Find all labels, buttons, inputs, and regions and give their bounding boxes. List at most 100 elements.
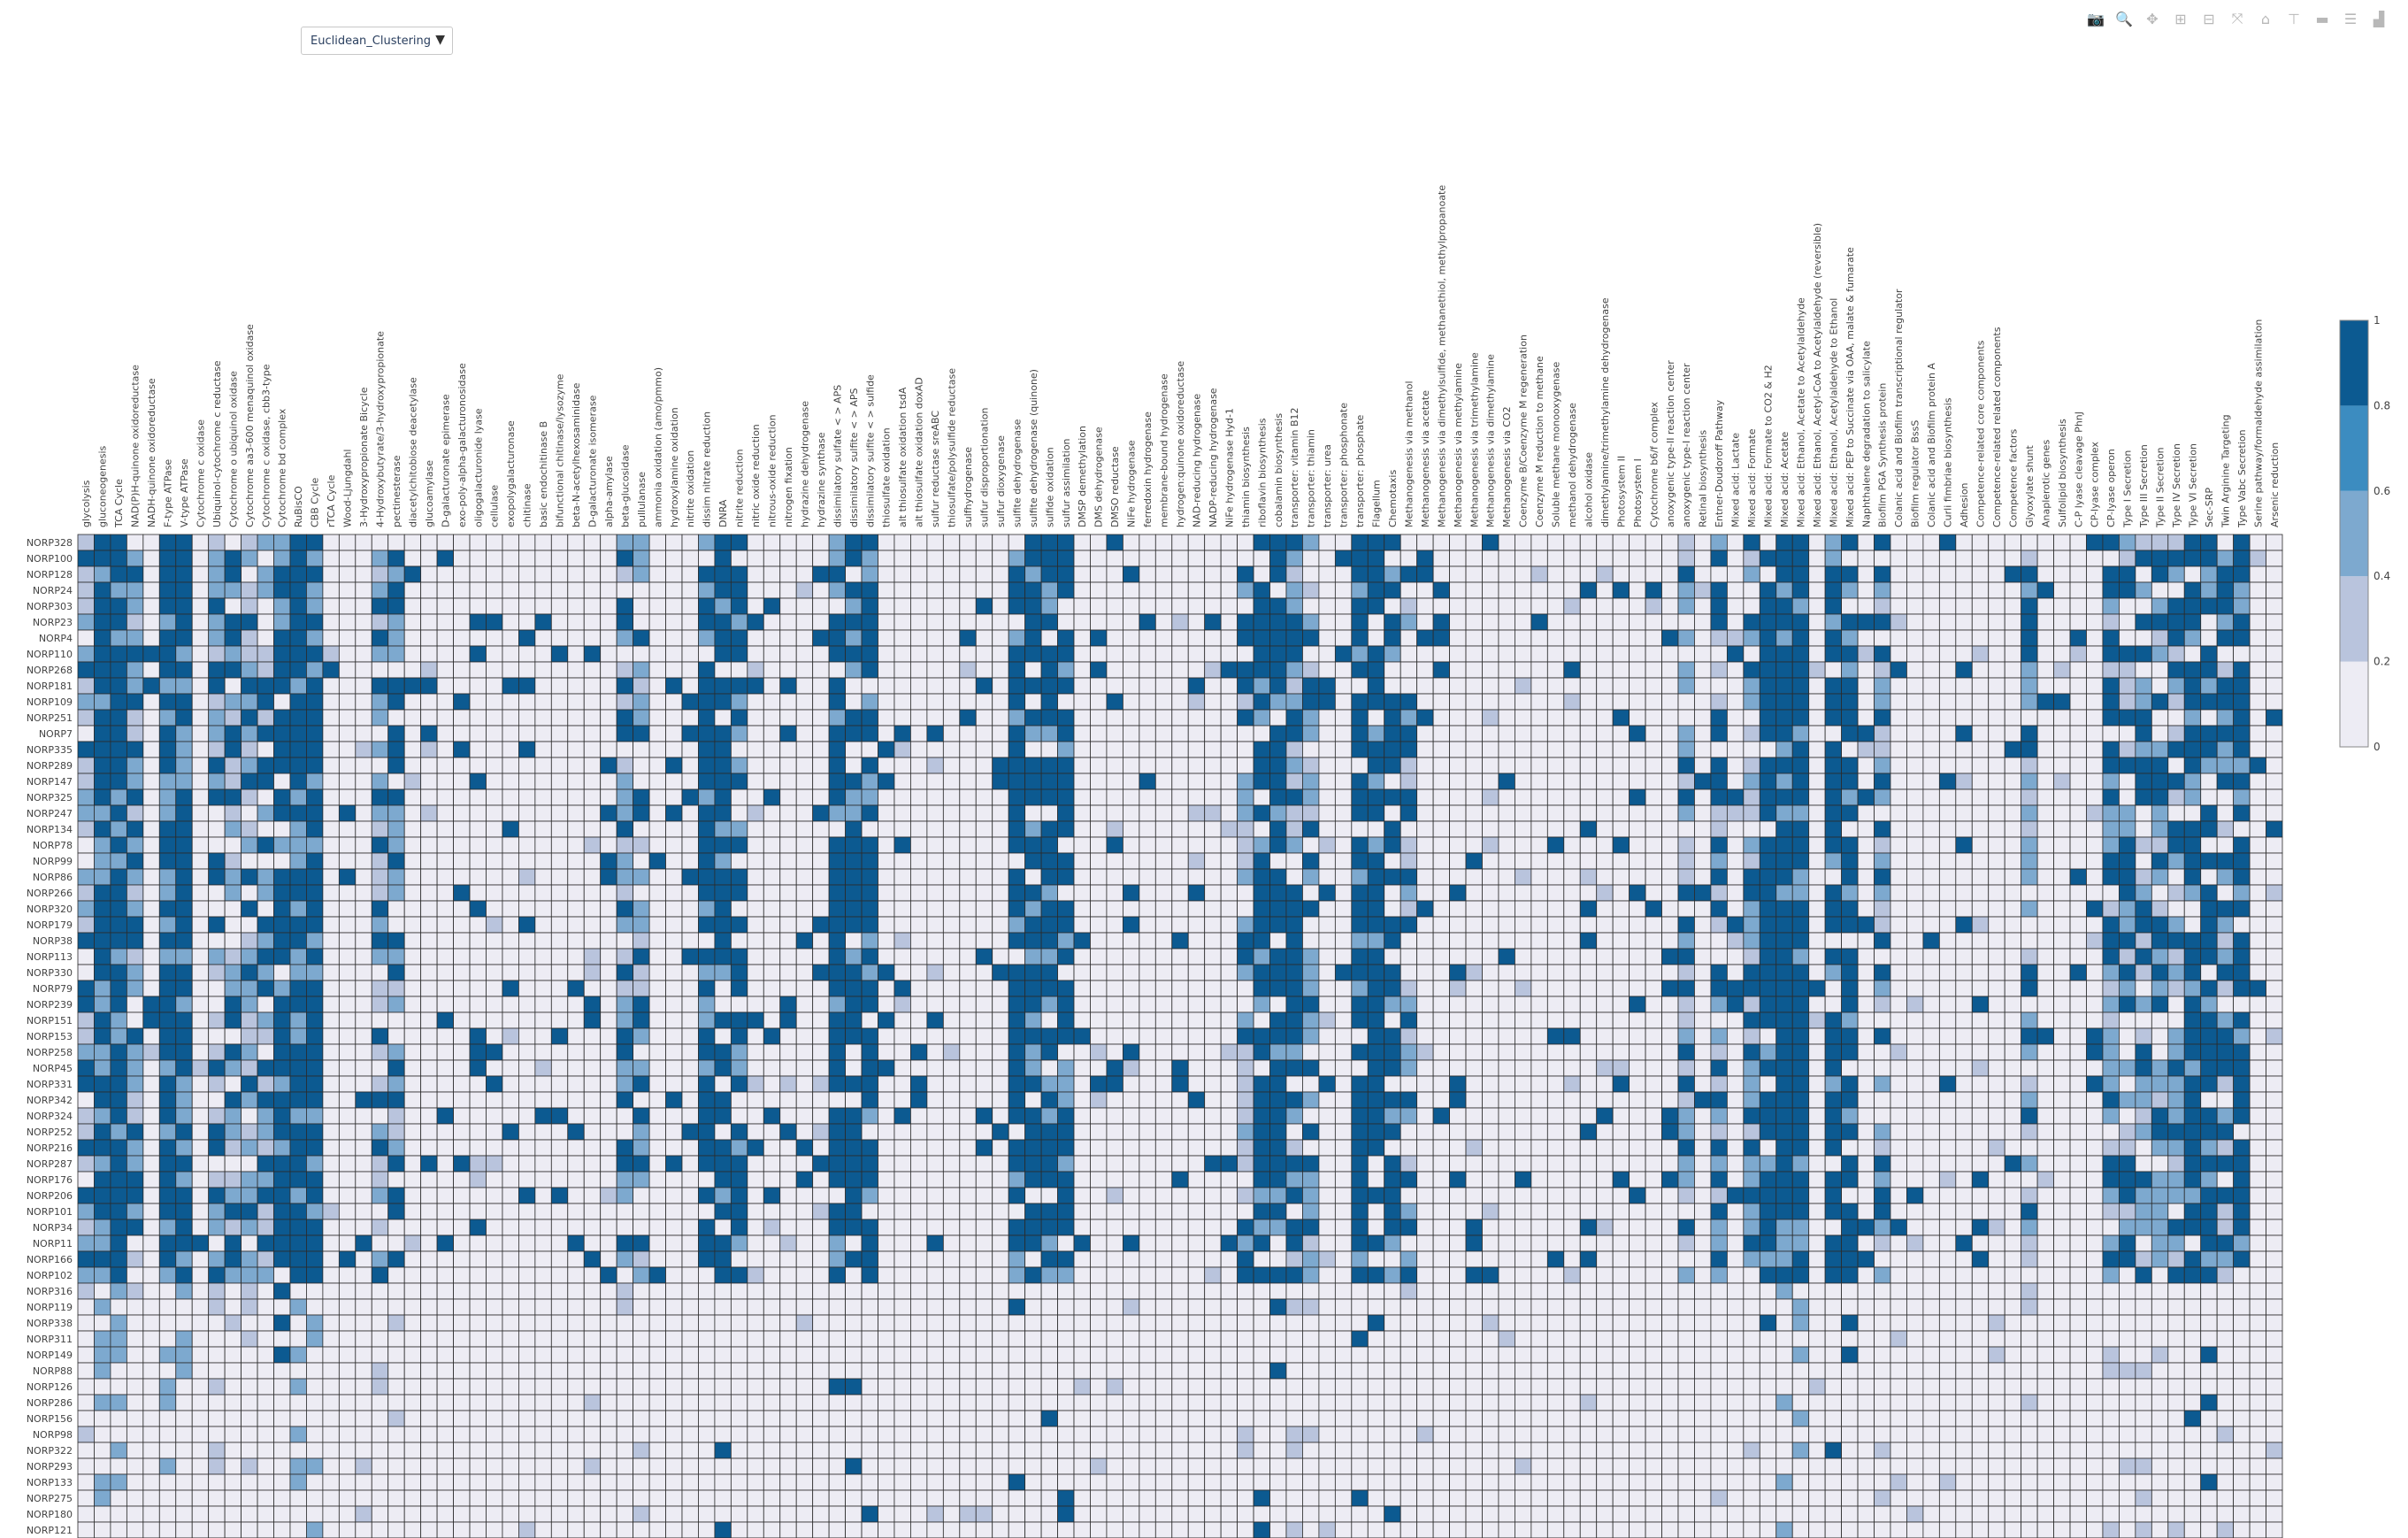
hover-closest-icon[interactable]: ▬ xyxy=(2315,10,2329,27)
heatmap-cell xyxy=(910,836,928,854)
heatmap-cell xyxy=(273,852,291,870)
heatmap-cell xyxy=(600,1059,617,1077)
heatmap-cell xyxy=(698,900,716,918)
heatmap-cell xyxy=(1775,1107,1793,1125)
heatmap-cell xyxy=(306,836,324,854)
heatmap-cell xyxy=(2053,693,2071,711)
heatmap-cell xyxy=(2266,597,2283,615)
heatmap-cell xyxy=(812,1043,830,1061)
heatmap-cell xyxy=(2102,852,2120,870)
heatmap-cell xyxy=(1482,757,1499,774)
heatmap-cell xyxy=(1726,1075,1745,1093)
heatmap-cell xyxy=(403,964,422,981)
heatmap-cell xyxy=(1922,565,1940,583)
heatmap-cell xyxy=(665,964,683,981)
heatmap-cell xyxy=(926,550,944,567)
heatmap-cell xyxy=(257,868,274,886)
pan-icon[interactable]: ✥ xyxy=(2146,10,2159,27)
heatmap-cell xyxy=(338,757,357,774)
heatmap-cell xyxy=(1400,996,1418,1013)
heatmap-cell xyxy=(2249,836,2266,854)
heatmap-cell xyxy=(1073,645,1091,663)
heatmap-cell xyxy=(1841,1043,1859,1061)
zoom-out-icon[interactable]: ⊟ xyxy=(2203,10,2215,27)
heatmap-cell xyxy=(1759,725,1777,742)
heatmap-cell xyxy=(1579,1043,1598,1061)
heatmap-cell xyxy=(1922,741,1940,758)
heatmap-cell xyxy=(1808,836,1826,854)
heatmap-cell xyxy=(1040,852,1058,870)
heatmap-cell xyxy=(420,1011,438,1029)
heatmap-cell xyxy=(1759,948,1777,965)
heatmap-cell xyxy=(600,725,617,742)
heatmap-cell xyxy=(355,725,372,742)
heatmap-cell xyxy=(2266,550,2283,567)
heatmap-cell xyxy=(1726,741,1745,758)
autoscale-icon[interactable]: ⤧ xyxy=(2231,10,2243,27)
camera-icon[interactable]: 📷 xyxy=(2087,10,2105,27)
reset-axes-icon[interactable]: ⌂ xyxy=(2260,10,2271,27)
heatmap-cell xyxy=(208,550,226,567)
heatmap-cell xyxy=(1824,629,1842,647)
heatmap-cell xyxy=(1204,1027,1222,1045)
heatmap-cell xyxy=(2200,996,2218,1013)
heatmap-cell xyxy=(1269,534,1287,551)
heatmap-cell xyxy=(2249,1027,2266,1045)
heatmap-cell xyxy=(2249,1043,2266,1061)
heatmap-cell xyxy=(2200,677,2218,695)
heatmap-cell xyxy=(747,1075,764,1093)
heatmap-cell xyxy=(322,741,340,758)
heatmap-cell xyxy=(1743,629,1760,647)
heatmap-cell xyxy=(2004,1091,2022,1109)
heatmap-cell xyxy=(355,1011,372,1029)
heatmap-cell xyxy=(322,820,340,838)
heatmap-cell xyxy=(633,757,650,774)
heatmap-cell xyxy=(1302,916,1320,934)
heatmap-cell xyxy=(583,1027,602,1045)
heatmap-cell xyxy=(1367,725,1385,742)
heatmap-cell xyxy=(1677,773,1695,790)
heatmap-cell xyxy=(681,836,699,854)
heatmap-cell xyxy=(110,1075,127,1093)
heatmap-cell xyxy=(1351,534,1369,551)
heatmap-cell xyxy=(1465,645,1483,663)
heatmap-cell xyxy=(2036,900,2054,918)
heatmap-cell xyxy=(1759,964,1777,981)
heatmap-cell xyxy=(1367,1011,1385,1029)
spike-lines-icon[interactable]: ⊤ xyxy=(2288,10,2300,27)
heatmap-cell xyxy=(436,868,454,886)
heatmap-cell xyxy=(1824,1091,1842,1109)
hover-compare-icon[interactable]: ☰ xyxy=(2343,10,2358,27)
heatmap-cell xyxy=(812,597,830,615)
heatmap-cell xyxy=(289,725,307,742)
heatmap-cell xyxy=(175,661,193,679)
heatmap-cell xyxy=(1710,996,1728,1013)
heatmap-cell xyxy=(1808,804,1826,822)
plotly-logo-icon[interactable]: ▟ xyxy=(2373,10,2385,27)
heatmap-cell xyxy=(2021,884,2038,902)
heatmap-cell xyxy=(665,757,683,774)
zoom-in-icon[interactable]: ⊞ xyxy=(2174,10,2187,27)
heatmap-cell xyxy=(681,550,699,567)
heatmap-cell xyxy=(1530,550,1548,567)
heatmap-cell xyxy=(1465,788,1483,806)
heatmap-cell xyxy=(289,916,307,934)
heatmap-cell xyxy=(567,629,585,647)
heatmap-cell xyxy=(1890,884,1907,902)
heatmap-cell xyxy=(1971,1059,1990,1077)
heatmap-cell xyxy=(436,661,454,679)
heatmap-cell xyxy=(1187,1107,1206,1125)
heatmap-cell xyxy=(1988,1107,2005,1125)
heatmap-cell xyxy=(2167,932,2185,950)
heatmap-cell xyxy=(1922,725,1940,742)
heatmap-cell xyxy=(2216,836,2235,854)
heatmap-cell xyxy=(1073,565,1091,583)
heatmap-cell xyxy=(567,900,585,918)
clustering-dropdown[interactable]: Euclidean_Clustering ▼ xyxy=(301,27,453,55)
heatmap-cell xyxy=(387,645,405,663)
heatmap-cell xyxy=(1546,597,1565,615)
heatmap-cell xyxy=(714,725,732,742)
heatmap-cell xyxy=(1596,1075,1614,1093)
zoom-icon[interactable]: 🔍 xyxy=(2115,10,2133,27)
heatmap-cell xyxy=(2216,1091,2235,1109)
